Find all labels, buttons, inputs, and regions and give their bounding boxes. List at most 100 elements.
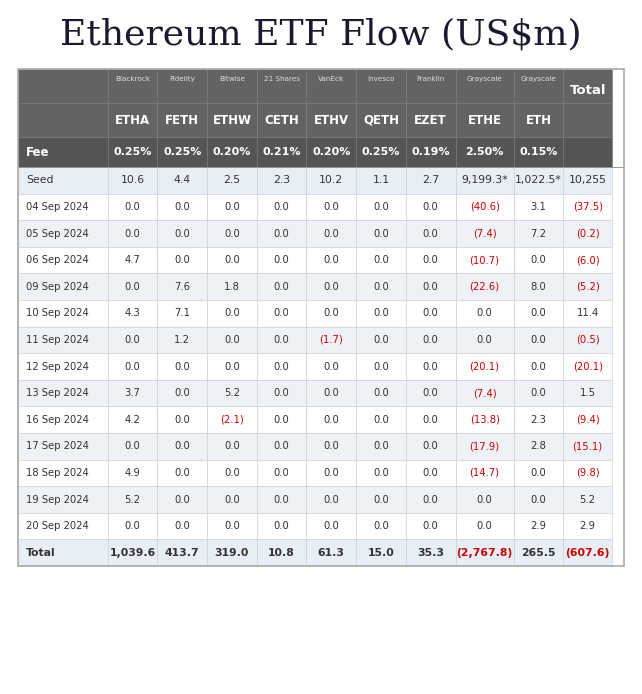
Bar [18, 433, 108, 459]
Bar [514, 327, 564, 353]
Bar [108, 513, 157, 539]
Text: (7.4): (7.4) [473, 388, 496, 398]
Text: Total: Total [26, 548, 56, 558]
Text: (14.7): (14.7) [469, 468, 499, 478]
Text: 0.0: 0.0 [373, 415, 389, 425]
Text: 0.0: 0.0 [423, 202, 438, 212]
Text: 0.0: 0.0 [423, 388, 438, 398]
Text: 0.0: 0.0 [175, 362, 190, 371]
Text: 0.0: 0.0 [224, 441, 240, 451]
Text: 0.0: 0.0 [531, 495, 546, 505]
Bar [108, 300, 157, 327]
Text: 0.0: 0.0 [224, 521, 240, 531]
Bar [108, 103, 157, 137]
Bar [257, 327, 306, 353]
Text: 0.0: 0.0 [373, 202, 389, 212]
Bar [306, 513, 356, 539]
Bar [564, 433, 612, 459]
Text: 0.0: 0.0 [224, 255, 240, 265]
Bar [564, 459, 612, 486]
Text: 7.6: 7.6 [174, 282, 190, 291]
Text: 1.5: 1.5 [580, 388, 596, 398]
Text: 0.0: 0.0 [324, 415, 339, 425]
Text: Seed: Seed [26, 176, 53, 185]
Text: 0.0: 0.0 [324, 282, 339, 291]
Bar [306, 220, 356, 247]
Text: 4.2: 4.2 [125, 415, 141, 425]
Text: 265.5: 265.5 [521, 548, 556, 558]
Bar [514, 513, 564, 539]
Bar [108, 433, 157, 459]
Text: 0.0: 0.0 [373, 255, 389, 265]
Bar [18, 69, 624, 566]
Bar [356, 353, 406, 380]
Text: 0.20%: 0.20% [312, 147, 351, 157]
Text: 0.0: 0.0 [423, 362, 438, 371]
Text: 0.0: 0.0 [125, 202, 141, 212]
Text: 5.2: 5.2 [125, 495, 141, 505]
Bar [456, 433, 514, 459]
Bar [456, 486, 514, 513]
Bar [514, 167, 564, 194]
Bar [456, 137, 514, 167]
Bar [456, 407, 514, 433]
Text: 0.0: 0.0 [224, 202, 240, 212]
Bar [514, 103, 564, 137]
Bar [207, 247, 257, 273]
Text: Fee: Fee [26, 146, 49, 158]
Text: 0.0: 0.0 [273, 362, 290, 371]
Bar [108, 194, 157, 220]
Bar [456, 194, 514, 220]
Text: 7.1: 7.1 [174, 308, 190, 319]
Bar [257, 69, 306, 103]
Text: 7.2: 7.2 [530, 228, 546, 239]
Bar [207, 167, 257, 194]
Bar [564, 220, 612, 247]
Bar [18, 167, 108, 194]
Bar [356, 167, 406, 194]
Bar [207, 194, 257, 220]
Text: 0.0: 0.0 [373, 468, 389, 478]
Text: (5.2): (5.2) [576, 282, 600, 291]
Text: 0.0: 0.0 [531, 388, 546, 398]
Bar [257, 220, 306, 247]
Text: (15.1): (15.1) [573, 441, 603, 451]
Bar [108, 380, 157, 407]
Text: 0.0: 0.0 [531, 255, 546, 265]
Text: Total: Total [569, 83, 606, 96]
Bar [514, 137, 564, 167]
Bar [514, 300, 564, 327]
Bar [157, 69, 207, 103]
Bar [514, 539, 564, 566]
Text: 0.0: 0.0 [273, 441, 290, 451]
Bar [157, 327, 207, 353]
Bar [406, 433, 456, 459]
Bar [257, 486, 306, 513]
Text: 0.0: 0.0 [423, 441, 438, 451]
Bar [108, 247, 157, 273]
Text: 0.0: 0.0 [224, 228, 240, 239]
Text: EZET: EZET [414, 114, 447, 126]
Text: 0.20%: 0.20% [213, 147, 251, 157]
Text: 2.3: 2.3 [531, 415, 546, 425]
Bar [456, 459, 514, 486]
Text: 04 Sep 2024: 04 Sep 2024 [26, 202, 89, 212]
Bar [564, 167, 612, 194]
Bar [306, 407, 356, 433]
Bar [257, 167, 306, 194]
Bar [406, 69, 456, 103]
Text: 19 Sep 2024: 19 Sep 2024 [26, 495, 89, 505]
Text: 2.3: 2.3 [273, 176, 290, 185]
Text: 0.0: 0.0 [373, 308, 389, 319]
Text: 05 Sep 2024: 05 Sep 2024 [26, 228, 89, 239]
Text: 0.0: 0.0 [175, 202, 190, 212]
Text: 0.0: 0.0 [477, 335, 492, 345]
Text: (607.6): (607.6) [566, 548, 610, 558]
Text: 0.0: 0.0 [423, 308, 438, 319]
Bar [456, 513, 514, 539]
Text: (10.7): (10.7) [469, 255, 499, 265]
Text: (37.5): (37.5) [573, 202, 603, 212]
Bar [514, 273, 564, 300]
Bar [207, 486, 257, 513]
Bar [356, 433, 406, 459]
